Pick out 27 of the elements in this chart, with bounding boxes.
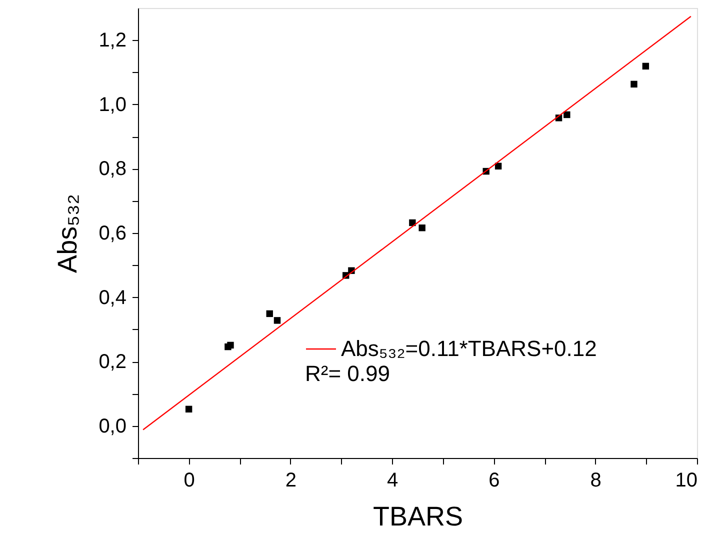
point	[564, 111, 570, 118]
point	[630, 80, 638, 88]
y-tick-label: 0,8	[98, 158, 126, 180]
y-tick-label: 0,2	[98, 351, 126, 374]
x-axis-title: TBARS	[372, 502, 464, 532]
legend-label: Abs₅₃₂=0.11*TBARS+0.12	[341, 336, 597, 361]
point	[418, 224, 426, 232]
annotation: R²= 0.99	[305, 361, 390, 386]
point	[185, 406, 192, 412]
x-tick-label: 6	[488, 470, 500, 492]
point	[409, 219, 416, 226]
y-axis-title: Abs₅₃₂	[52, 194, 83, 273]
y-tick-label: 1,0	[98, 94, 126, 116]
y-tick-label: 0,6	[98, 222, 126, 244]
point	[642, 62, 650, 70]
point	[494, 162, 502, 170]
y-tick-label: 0,0	[98, 415, 126, 438]
y-tick-label: 1,2	[98, 30, 126, 52]
x-tick-label: 4	[387, 470, 398, 492]
x-tick-label: 2	[285, 470, 297, 492]
point	[274, 317, 281, 324]
x-tick-label: 10	[675, 470, 698, 492]
x-tick-label: 8	[590, 470, 602, 492]
point	[227, 342, 234, 349]
point	[266, 310, 273, 318]
y-tick-label: 0,4	[98, 286, 126, 309]
x-tick-label: 0	[184, 470, 195, 492]
